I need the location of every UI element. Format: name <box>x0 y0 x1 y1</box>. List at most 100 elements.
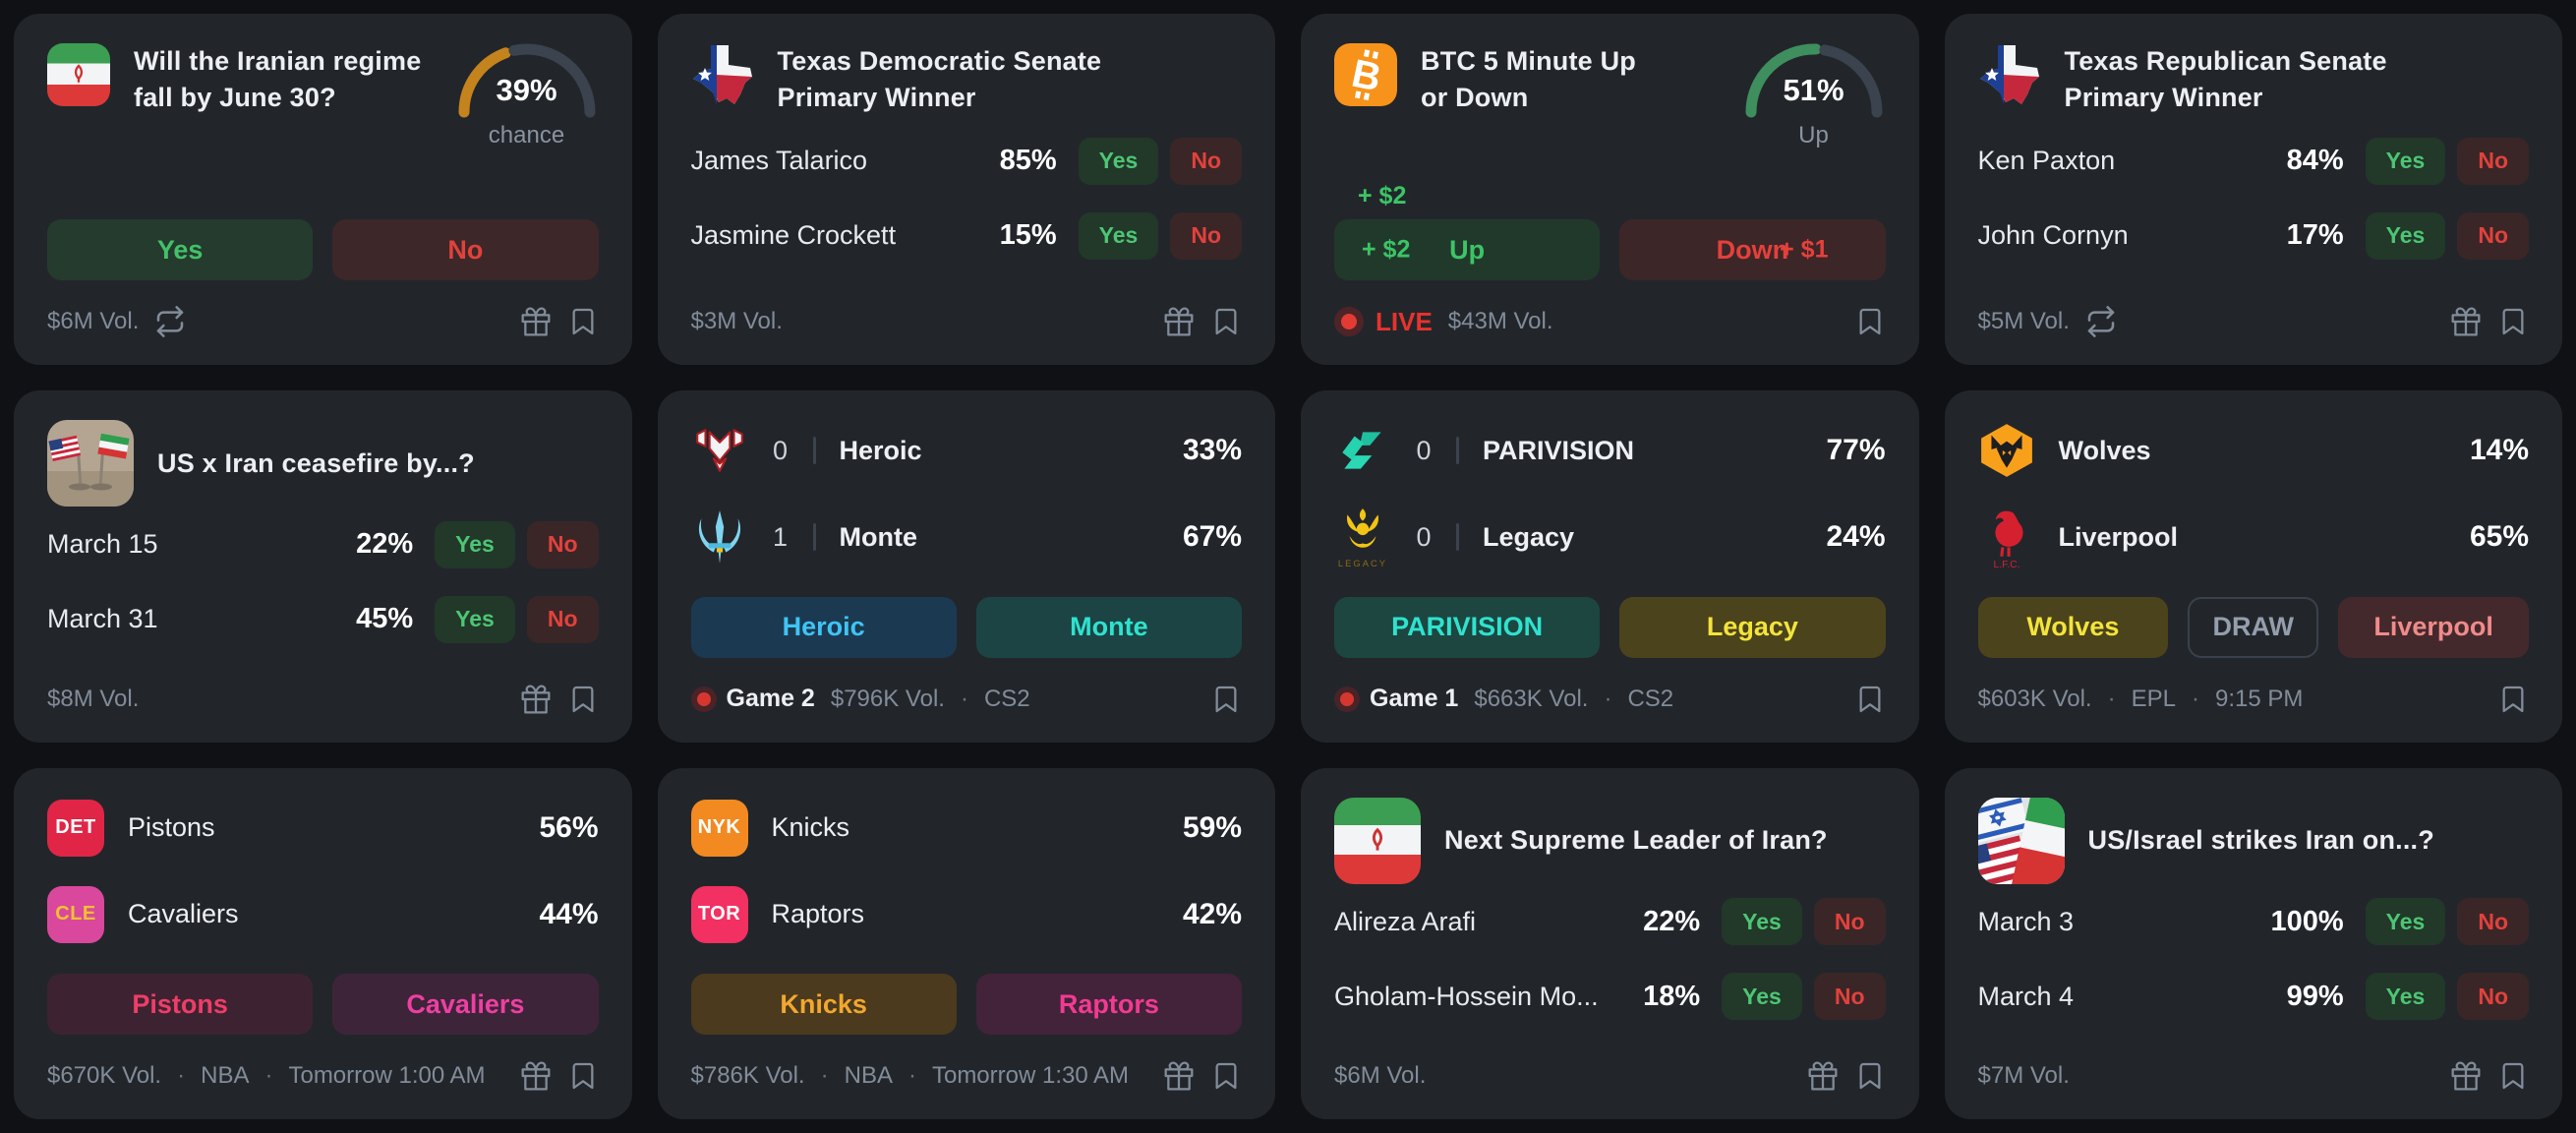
bookmark-icon[interactable] <box>1210 1060 1242 1092</box>
cavaliers-button[interactable]: Cavaliers <box>332 974 599 1035</box>
market-card-wolves-liverpool[interactable]: Wolves 14% L.F.C. Liverpool 65% Wolves D… <box>1944 390 2562 743</box>
no-chip[interactable]: No <box>2457 973 2529 1021</box>
no-chip[interactable]: No <box>2457 137 2529 185</box>
yes-chip[interactable]: Yes <box>1722 898 1802 946</box>
separator-dot <box>908 1062 916 1090</box>
gift-icon[interactable] <box>1807 1060 1839 1092</box>
market-card-btc-5min[interactable]: B BTC 5 Minute Up or Down 51% Up + $2 + … <box>1301 14 1919 366</box>
league-label: EPL <box>2131 685 2176 712</box>
gift-icon[interactable] <box>1163 1060 1195 1092</box>
market-card-pistons-cavaliers[interactable]: DET Pistons 56% CLE Cavaliers 44% Piston… <box>14 767 632 1119</box>
wolves-button[interactable]: Wolves <box>1977 596 2169 658</box>
repeat-icon[interactable] <box>2085 306 2117 338</box>
bookmark-icon[interactable] <box>1210 306 1242 337</box>
up-button[interactable]: + $2 + $2 Up <box>1334 182 1601 281</box>
no-button[interactable]: No <box>332 219 599 281</box>
no-chip[interactable]: No <box>1170 211 1242 260</box>
team-row: 0 PARIVISION 77% <box>1334 422 1886 479</box>
yes-chip[interactable]: Yes <box>2365 973 2446 1021</box>
bookmark-icon[interactable] <box>1854 306 1886 337</box>
card-header: US/Israel strikes Iran on...? <box>1977 797 2530 884</box>
market-title: US/Israel strikes Iran on...? <box>2087 825 2434 856</box>
yes-button[interactable]: Yes <box>47 219 314 281</box>
monte-button[interactable]: Monte <box>975 596 1242 658</box>
no-chip[interactable]: No <box>526 520 599 568</box>
market-card-heroic-monte[interactable]: 0 Heroic 33% 1 Monte 67% Heroic Monte Ga… <box>657 390 1275 743</box>
market-title: Texas Democratic Senate Primary Winner <box>777 46 1102 112</box>
no-chip[interactable]: No <box>1813 973 1886 1021</box>
knicks-button[interactable]: Knicks <box>690 974 957 1035</box>
yes-chip[interactable]: Yes <box>1078 211 1159 260</box>
team-name: PARIVISION <box>1483 435 1635 465</box>
no-chip[interactable]: No <box>1170 137 1242 185</box>
yes-chip[interactable]: Yes <box>1722 973 1802 1021</box>
team-name: Cavaliers <box>128 899 239 929</box>
team-row: LEGACY 0 Legacy 24% <box>1334 508 1886 568</box>
volume-label: $796K Vol. <box>830 685 945 712</box>
market-card-parivision-legacy[interactable]: 0 PARIVISION 77% LEGACY 0 Legacy 24% PAR… <box>1301 390 1919 743</box>
gift-icon[interactable] <box>520 684 552 715</box>
volume-label: $8M Vol. <box>47 685 140 712</box>
market-card-knicks-raptors[interactable]: NYK Knicks 59% TOR Raptors 42% Knicks Ra… <box>657 767 1275 1119</box>
gift-icon[interactable] <box>2450 1060 2482 1092</box>
outcome-rows: Alireza Arafi 22% Yes No Gholam-Hossein … <box>1334 898 1886 1021</box>
team-score: 0 <box>1416 435 1432 465</box>
down-button[interactable]: Down + $1 <box>1619 219 1886 281</box>
market-title: BTC 5 Minute Up or Down <box>1421 46 1636 112</box>
draw-button[interactable]: DRAW <box>2188 596 2319 658</box>
no-chip[interactable]: No <box>1813 898 1886 946</box>
bookmark-icon[interactable] <box>2497 1060 2529 1092</box>
market-card-iran-supreme-leader[interactable]: Next Supreme Leader of Iran? Alireza Ara… <box>1301 767 1919 1119</box>
team-percent: 14% <box>2469 434 2529 467</box>
league-label: NBA <box>844 1062 893 1089</box>
market-card-tx-rep-senate[interactable]: Texas Republican Senate Primary Winner K… <box>1944 14 2562 366</box>
outcome-percent: 18% <box>1643 980 1701 1012</box>
legacy-button[interactable]: Legacy <box>1619 596 1886 658</box>
repeat-icon[interactable] <box>154 306 186 338</box>
no-chip[interactable]: No <box>2457 898 2529 946</box>
team-rows: 0 Heroic 33% 1 Monte 67% <box>691 422 1242 566</box>
bookmark-icon[interactable] <box>567 306 599 337</box>
team-name: Pistons <box>128 812 215 843</box>
bookmark-icon[interactable] <box>2497 684 2529 715</box>
outcome-rows: March 15 22% Yes No March 31 45% Yes No <box>47 520 599 643</box>
team-percent: 65% <box>2469 520 2529 554</box>
market-card-iran-regime[interactable]: Will the Iranian regime fall by June 30?… <box>14 14 632 366</box>
det-badge: DET <box>47 799 104 857</box>
pistons-button[interactable]: Pistons <box>47 974 314 1035</box>
yes-chip[interactable]: Yes <box>2365 211 2446 260</box>
gift-icon[interactable] <box>2450 306 2482 337</box>
liverpool-button[interactable]: Liverpool <box>2338 596 2529 658</box>
parivision-button[interactable]: PARIVISION <box>1334 596 1601 658</box>
bookmark-icon[interactable] <box>1854 684 1886 715</box>
gift-icon[interactable] <box>1163 306 1195 337</box>
heroic-button[interactable]: Heroic <box>690 596 957 658</box>
outcome-rows: March 3 100% Yes No March 4 99% Yes No <box>1978 898 2529 1021</box>
card-footer: $603K Vol. EPL 9:15 PM <box>1978 684 2530 715</box>
gift-icon[interactable] <box>520 1060 552 1092</box>
no-chip[interactable]: No <box>526 595 599 643</box>
raptors-button[interactable]: Raptors <box>975 974 1242 1035</box>
gift-icon[interactable] <box>520 306 552 337</box>
market-card-tx-dem-senate[interactable]: Texas Democratic Senate Primary Winner J… <box>657 14 1275 366</box>
separator-dot <box>264 1062 272 1090</box>
bookmark-icon[interactable] <box>1210 684 1242 715</box>
yes-chip[interactable]: Yes <box>435 595 515 643</box>
team-percent: 77% <box>1826 434 1886 467</box>
market-card-us-israel-strikes[interactable]: US/Israel strikes Iran on...? March 3 10… <box>1944 767 2562 1119</box>
nyk-badge: NYK <box>690 799 748 857</box>
market-card-us-iran-ceasefire[interactable]: US x Iran ceasefire by...? March 15 22% … <box>14 390 632 743</box>
no-chip[interactable]: No <box>2457 211 2529 260</box>
bookmark-icon[interactable] <box>567 1060 599 1092</box>
bookmark-icon[interactable] <box>1854 1060 1886 1092</box>
yes-chip[interactable]: Yes <box>2365 898 2446 946</box>
score-divider <box>1456 437 1459 465</box>
yes-chip[interactable]: Yes <box>1078 137 1159 185</box>
yes-chip[interactable]: Yes <box>435 520 515 568</box>
team-percent: 67% <box>1182 520 1242 554</box>
bookmark-icon[interactable] <box>567 684 599 715</box>
card-footer: $786K Vol. NBA Tomorrow 1:30 AM <box>691 1060 1243 1092</box>
bookmark-icon[interactable] <box>2497 306 2529 337</box>
volume-label: $6M Vol. <box>1334 1062 1427 1089</box>
yes-chip[interactable]: Yes <box>2365 137 2446 185</box>
